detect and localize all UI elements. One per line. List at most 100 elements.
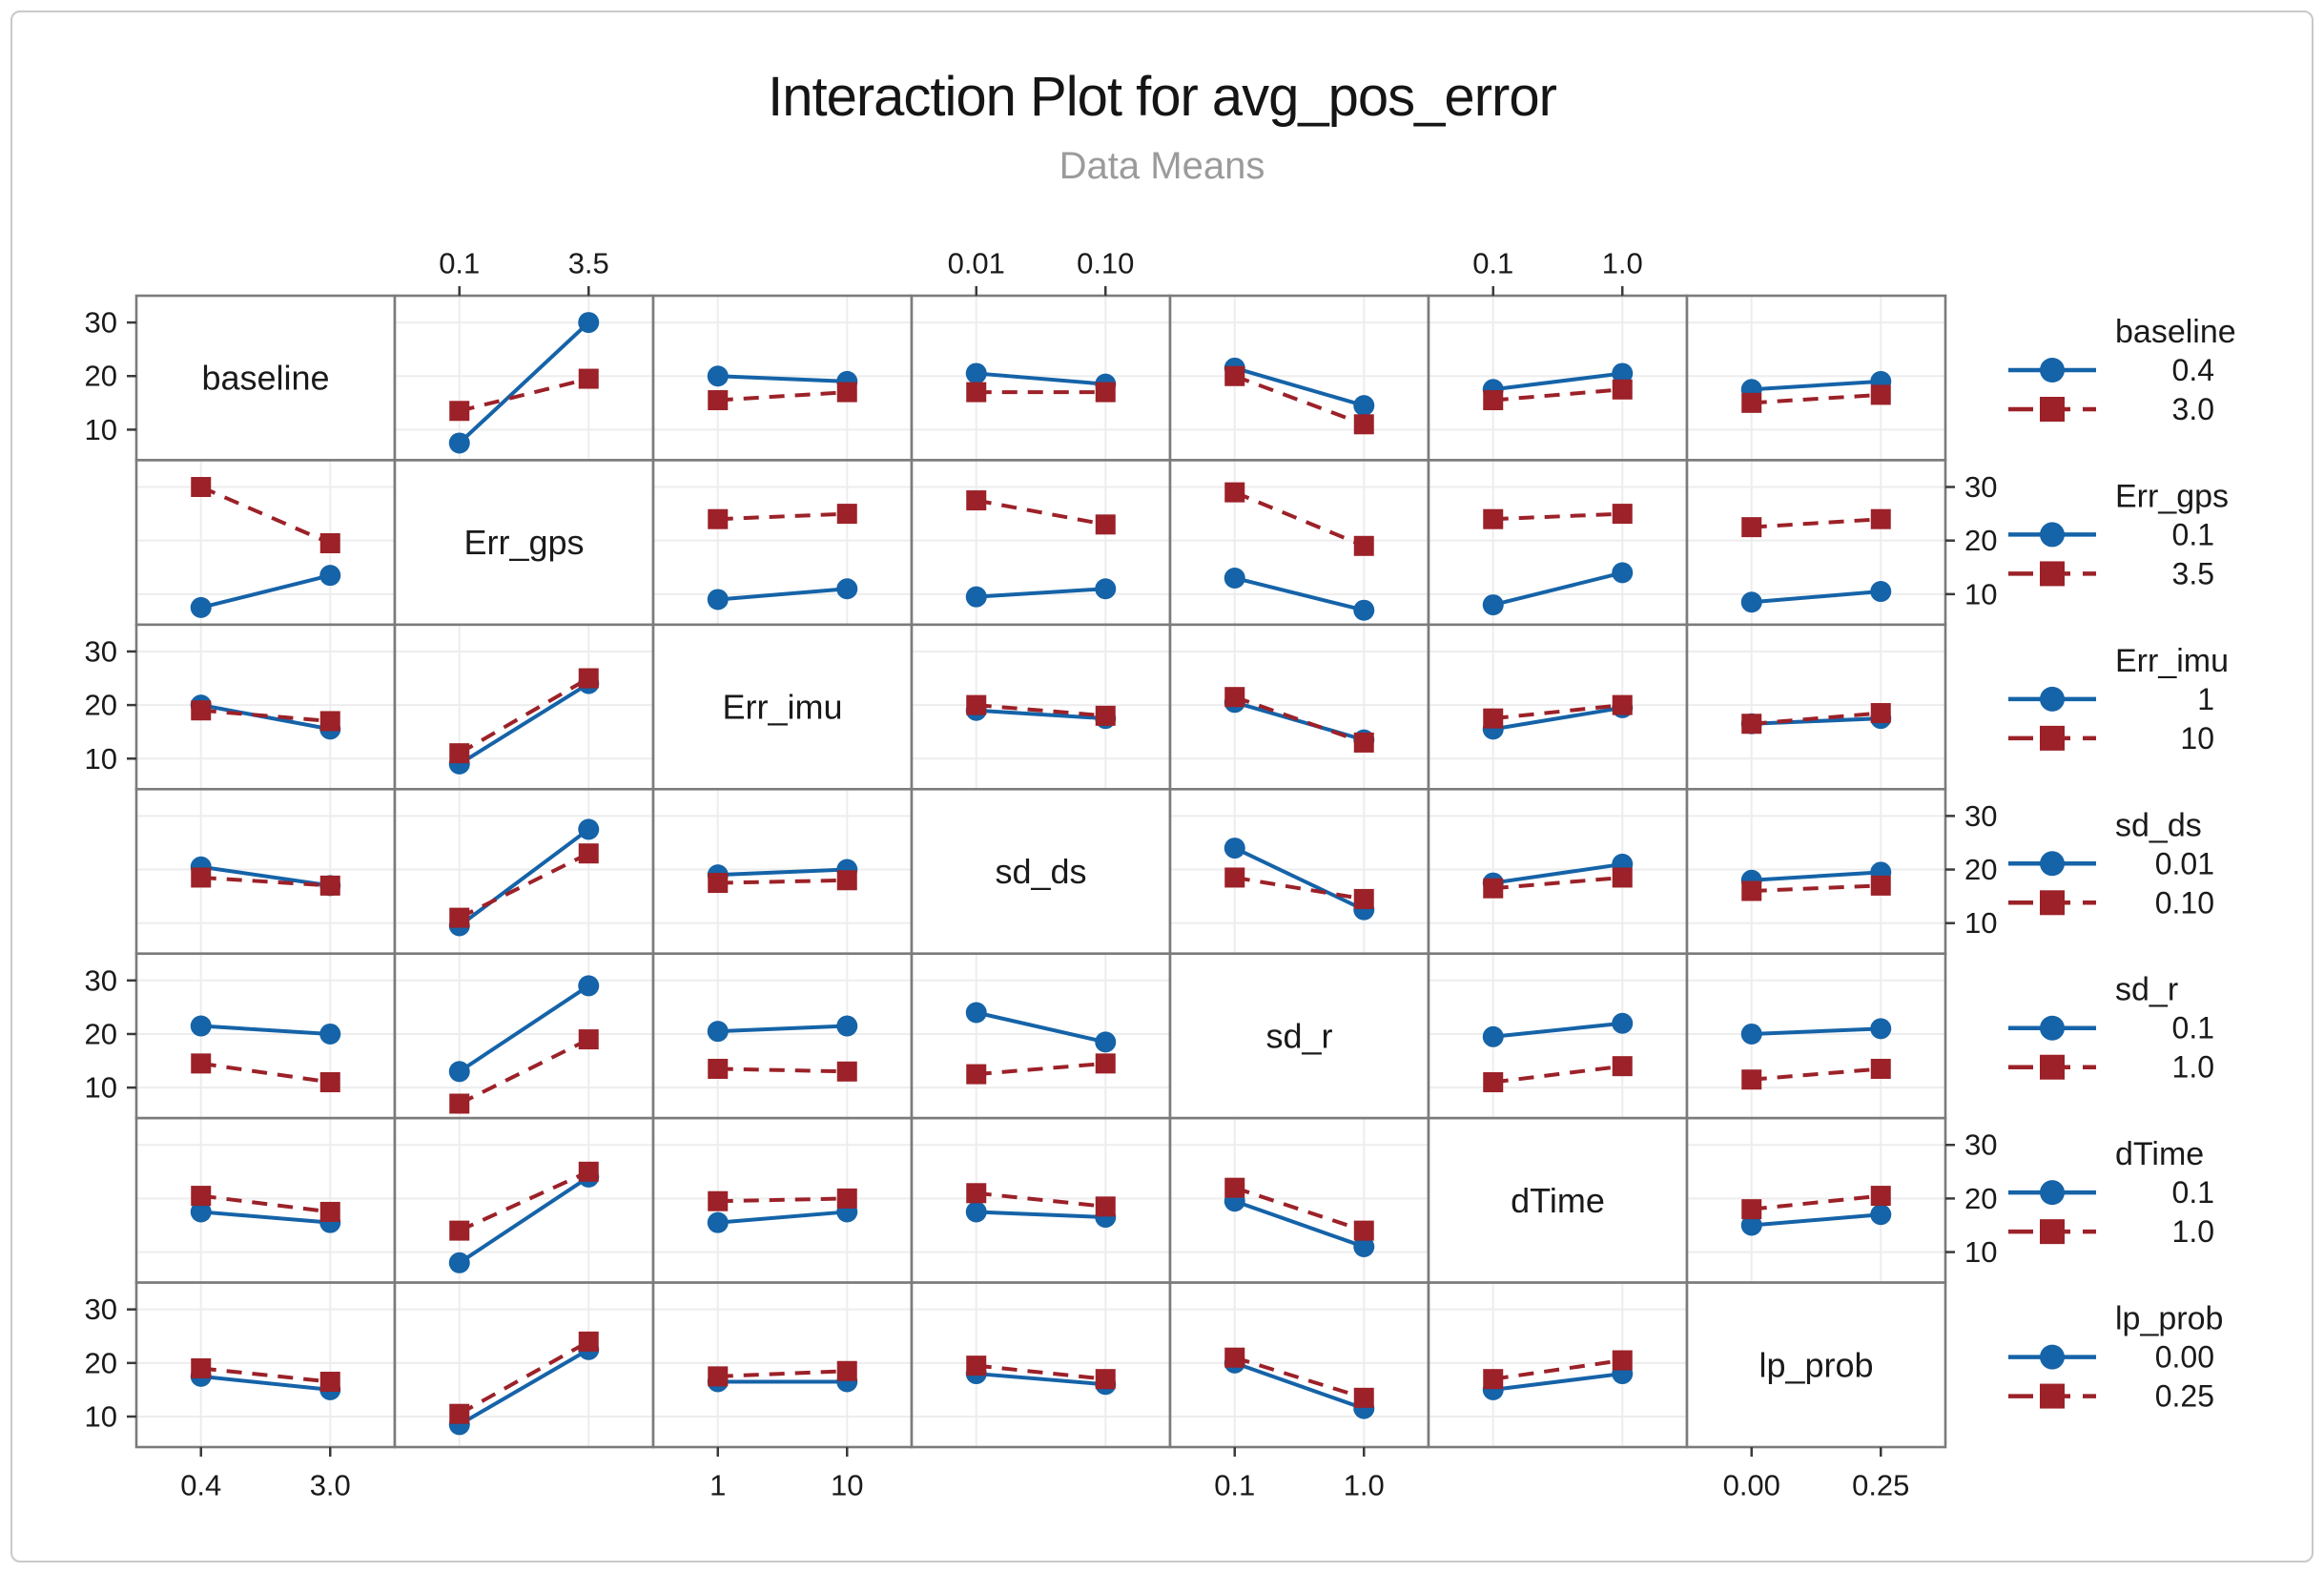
- series-level1-marker: [1095, 578, 1117, 600]
- series-level1-marker: [1612, 1012, 1634, 1034]
- panel-bg: [1687, 1282, 1945, 1448]
- chart-title: Interaction Plot for avg_pos_error: [768, 66, 1557, 128]
- series-level2-marker: [836, 1061, 857, 1082]
- series-level1-marker: [1612, 562, 1634, 584]
- panel-bg: [395, 789, 653, 954]
- panel-bg: [136, 624, 395, 790]
- series-level2-marker: [578, 843, 599, 864]
- right-axis-label: 20: [1964, 1182, 1997, 1215]
- series-level1-marker: [707, 1211, 729, 1233]
- series-level1-line: [1492, 570, 1623, 608]
- series-level1-marker: [1612, 362, 1634, 384]
- series-level1-marker: [1224, 838, 1245, 859]
- left-axis-label: 30: [85, 1293, 117, 1326]
- right-axis-label: 10: [1964, 1235, 1997, 1269]
- series-level2-marker: [578, 668, 599, 689]
- series-level2-line: [1234, 694, 1365, 745]
- legend-level-label: 1.0: [2172, 1050, 2214, 1085]
- series-level2-marker: [836, 1188, 857, 1209]
- series-level2-marker: [1870, 1058, 1891, 1079]
- series-level1-line: [717, 1210, 848, 1225]
- top-axis-label: 0.1: [439, 247, 480, 280]
- series-level1-marker: [1353, 599, 1375, 621]
- series-level2-marker: [319, 875, 340, 896]
- series-level2-marker: [1741, 1069, 1762, 1090]
- legend-group-sd_ds: sd_ds0.01 0.10: [2008, 807, 2214, 920]
- legend-level-label: 1: [2197, 682, 2214, 716]
- series-level2-line: [1492, 1064, 1623, 1085]
- series-level2-marker: [966, 382, 987, 403]
- series-level2-marker: [449, 907, 470, 928]
- panel-bg: [653, 1282, 912, 1448]
- series-level1-line: [976, 1210, 1106, 1220]
- series-level1-line: [976, 708, 1106, 721]
- series-level2-marker: [578, 1029, 599, 1050]
- panel-sd_ds-x-lp_prob: [1685, 787, 1947, 956]
- bottom-axis-label: 0.4: [180, 1469, 221, 1502]
- series-level2-marker: [191, 1053, 212, 1074]
- series-level2-marker: [708, 873, 729, 894]
- legend-level2-marker: [2040, 725, 2065, 751]
- top-axis-label: 0.1: [1472, 247, 1513, 280]
- series-level1-line: [200, 1024, 331, 1036]
- panel-Err_gps-x-Err_imu: [651, 459, 914, 627]
- series-level2-marker: [966, 1183, 987, 1204]
- series-level1-line: [1234, 1199, 1365, 1249]
- panel-baseline-x-baseline: baseline: [134, 294, 397, 462]
- bottom-axis-label: 1: [710, 1469, 726, 1502]
- panel-Err_imu-x-lp_prob: [1685, 623, 1947, 791]
- series-level1-marker: [1353, 1235, 1375, 1257]
- series-level2-line: [1751, 711, 1882, 726]
- panel-bg: [912, 1282, 1170, 1448]
- legend-level1-marker: [2040, 358, 2065, 383]
- series-level2-marker: [708, 1058, 729, 1079]
- panel-Err_imu-x-sd_r: [1168, 623, 1430, 791]
- legend-level-label: 0.1: [2172, 1011, 2214, 1045]
- top-axis-label: 1.0: [1602, 247, 1643, 280]
- series-level2-marker: [449, 743, 470, 764]
- series-level2-marker: [319, 1072, 340, 1093]
- series-level2-line: [1492, 703, 1623, 721]
- panel-sd_r-x-Err_imu: [651, 952, 914, 1120]
- series-level2-line: [200, 1366, 331, 1384]
- series-level1-line: [1234, 1360, 1365, 1411]
- series-level1-marker: [319, 1023, 341, 1045]
- series-level2-marker: [1741, 880, 1762, 901]
- legend-level-label: 0.01: [2155, 846, 2214, 880]
- series-level2-line: [717, 878, 848, 885]
- series-level2-marker: [836, 504, 857, 525]
- panel-bg: [1687, 296, 1945, 461]
- legend-level-label: 10: [2180, 721, 2214, 755]
- series-level1-marker: [707, 1021, 729, 1043]
- right-axis-label: 20: [1964, 853, 1997, 886]
- series-level1-marker: [319, 565, 341, 587]
- series-level2-line: [1234, 374, 1365, 426]
- left-axis-label: 20: [85, 1017, 117, 1050]
- series-level2-line: [1751, 1193, 1882, 1211]
- series-level1-marker: [1740, 591, 1762, 613]
- panel-sd_ds-x-sd_r: [1168, 787, 1430, 956]
- series-level2-line: [200, 708, 331, 723]
- series-level1-line: [717, 1024, 848, 1034]
- series-level2-line: [1751, 883, 1882, 894]
- panel-bg: [912, 624, 1170, 790]
- series-level2-marker: [1353, 732, 1374, 753]
- left-axis-label: 10: [85, 413, 117, 446]
- panel-bg: [653, 953, 912, 1119]
- series-level1-marker: [190, 1015, 212, 1037]
- panel-bg: [395, 953, 653, 1119]
- panel-sd_r-x-sd_ds: [910, 952, 1172, 1120]
- panel-Err_imu-x-baseline: [134, 623, 397, 791]
- panel-dTime-x-lp_prob: [1685, 1116, 1947, 1284]
- legend-level1-marker: [2040, 686, 2065, 712]
- panel-bg: [1687, 624, 1945, 790]
- panel-Err_gps-x-sd_r: [1168, 459, 1430, 627]
- series-level1-line: [458, 681, 590, 766]
- series-level2-line: [1492, 1358, 1623, 1381]
- legend-level1-marker: [2040, 522, 2065, 548]
- panel-bg: [1170, 460, 1429, 625]
- series-level1-marker: [1870, 1018, 1892, 1040]
- series-level2-marker: [1224, 365, 1245, 386]
- bottom-axis-label: 10: [831, 1469, 863, 1502]
